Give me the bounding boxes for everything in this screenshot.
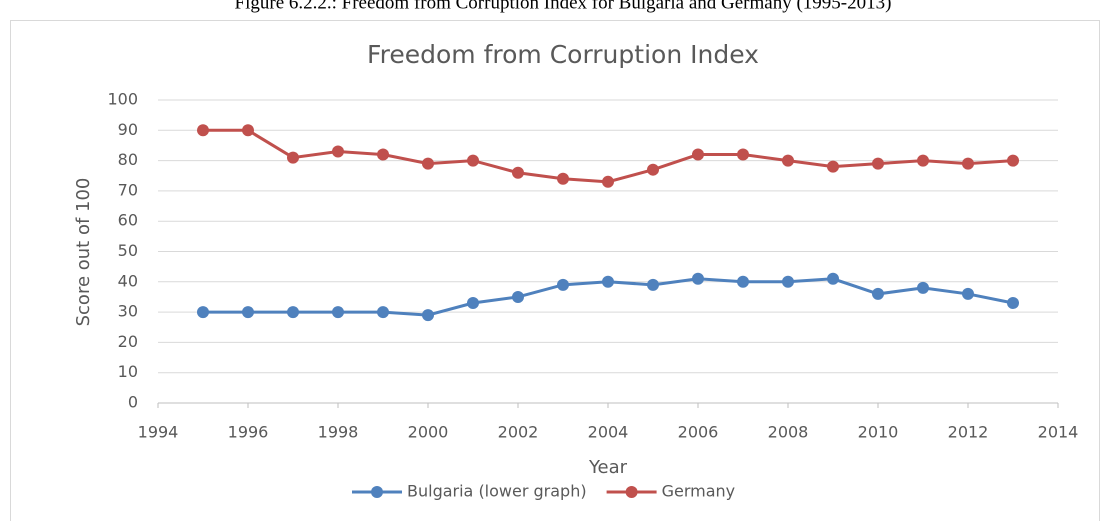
y-tick-label: 50 (118, 241, 138, 260)
marker (557, 172, 569, 185)
y-tick-label: 100 (107, 90, 138, 109)
marker (197, 306, 209, 319)
marker (422, 157, 434, 170)
chart-title: Freedom from Corruption Index (367, 40, 759, 69)
y-tick-label: 90 (118, 120, 138, 139)
marker (377, 306, 389, 319)
x-tick-label: 2004 (588, 423, 629, 442)
x-axis-label: Year (588, 457, 628, 478)
marker (917, 154, 929, 167)
marker (242, 124, 254, 137)
marker (827, 272, 839, 285)
y-tick-label: 80 (118, 150, 138, 169)
marker (332, 306, 344, 319)
x-tick-label: 2000 (408, 423, 449, 442)
x-tick-label: 2012 (948, 423, 989, 442)
x-tick-label: 2010 (858, 423, 899, 442)
marker (557, 278, 569, 291)
y-tick-label: 10 (118, 362, 138, 381)
y-tick-label: 60 (118, 211, 138, 230)
marker (872, 157, 884, 170)
y-tick-label: 30 (118, 302, 138, 321)
marker (782, 275, 794, 288)
marker (737, 275, 749, 288)
y-axis-label: Score out of 100 (73, 178, 94, 327)
x-tick-label: 2006 (678, 423, 719, 442)
marker (962, 287, 974, 300)
marker (242, 306, 254, 319)
marker (872, 287, 884, 300)
caption: Figure 6.2.2.: Freedom from Corruption I… (235, 0, 892, 13)
marker (467, 154, 479, 167)
marker (422, 309, 434, 322)
marker (692, 272, 704, 285)
marker (647, 163, 659, 176)
marker (287, 151, 299, 164)
marker (782, 154, 794, 167)
marker (692, 148, 704, 161)
marker (467, 297, 479, 310)
legend-label: Germany (662, 482, 736, 501)
marker (602, 175, 614, 188)
x-tick-label: 2002 (498, 423, 539, 442)
marker (647, 278, 659, 291)
legend-marker (371, 486, 383, 498)
x-tick-label: 2014 (1038, 423, 1079, 442)
marker (737, 148, 749, 161)
marker (827, 160, 839, 173)
marker (1007, 297, 1019, 310)
x-tick-label: 1998 (318, 423, 359, 442)
x-tick-label: 1994 (138, 423, 179, 442)
marker (962, 157, 974, 170)
marker (512, 290, 524, 303)
y-tick-label: 40 (118, 271, 138, 290)
marker (377, 148, 389, 161)
legend-label: Bulgaria (lower graph) (407, 482, 587, 501)
marker (332, 145, 344, 158)
y-tick-label: 70 (118, 180, 138, 199)
marker (602, 275, 614, 288)
x-tick-label: 1996 (228, 423, 269, 442)
chart-frame (10, 20, 1100, 521)
marker (512, 166, 524, 179)
y-tick-label: 20 (118, 332, 138, 351)
y-tick-label: 0 (128, 393, 138, 412)
x-tick-label: 2008 (768, 423, 809, 442)
marker (917, 281, 929, 294)
marker (197, 124, 209, 137)
legend-marker (625, 486, 638, 498)
marker (1007, 154, 1019, 167)
marker (287, 306, 299, 319)
